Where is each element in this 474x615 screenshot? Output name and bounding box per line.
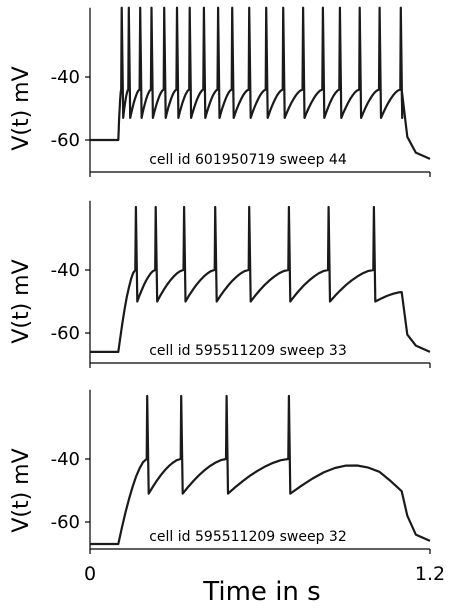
voltage-trace [90, 6, 431, 160]
y-tick-label: -60 [51, 512, 80, 533]
y-axis-label: V(t) mV [9, 448, 34, 532]
x-axis-label: Time in s [202, 577, 320, 607]
voltage-trace [90, 205, 431, 353]
y-tick-label: -40 [51, 449, 80, 470]
x-tick-label-0: 0 [84, 563, 96, 585]
cell-annotation: cell id 601950719 sweep 44 [149, 152, 347, 168]
panel-2: -40 -60 V(t) mV cell id 595511209 sweep 33 [9, 200, 431, 368]
panel-3: -40 -60 V(t) mV cell id 595511209 sweep 32 [9, 389, 431, 554]
y-tick-label: -40 [51, 260, 80, 281]
y-tick-label: -40 [51, 67, 80, 88]
cell-annotation: cell id 595511209 sweep 32 [149, 529, 347, 545]
voltage-trace [90, 394, 431, 546]
y-tick-label: -60 [51, 130, 80, 151]
y-tick-label: -60 [51, 323, 80, 344]
x-tick-label-1-2: 1.2 [415, 563, 445, 585]
y-axis-label: V(t) mV [9, 259, 34, 343]
y-axis-label: V(t) mV [9, 66, 34, 150]
panel-1: -40 -60 V(t) mV cell id 601950719 sweep 44 [9, 6, 431, 177]
cell-annotation: cell id 595511209 sweep 33 [149, 343, 347, 359]
